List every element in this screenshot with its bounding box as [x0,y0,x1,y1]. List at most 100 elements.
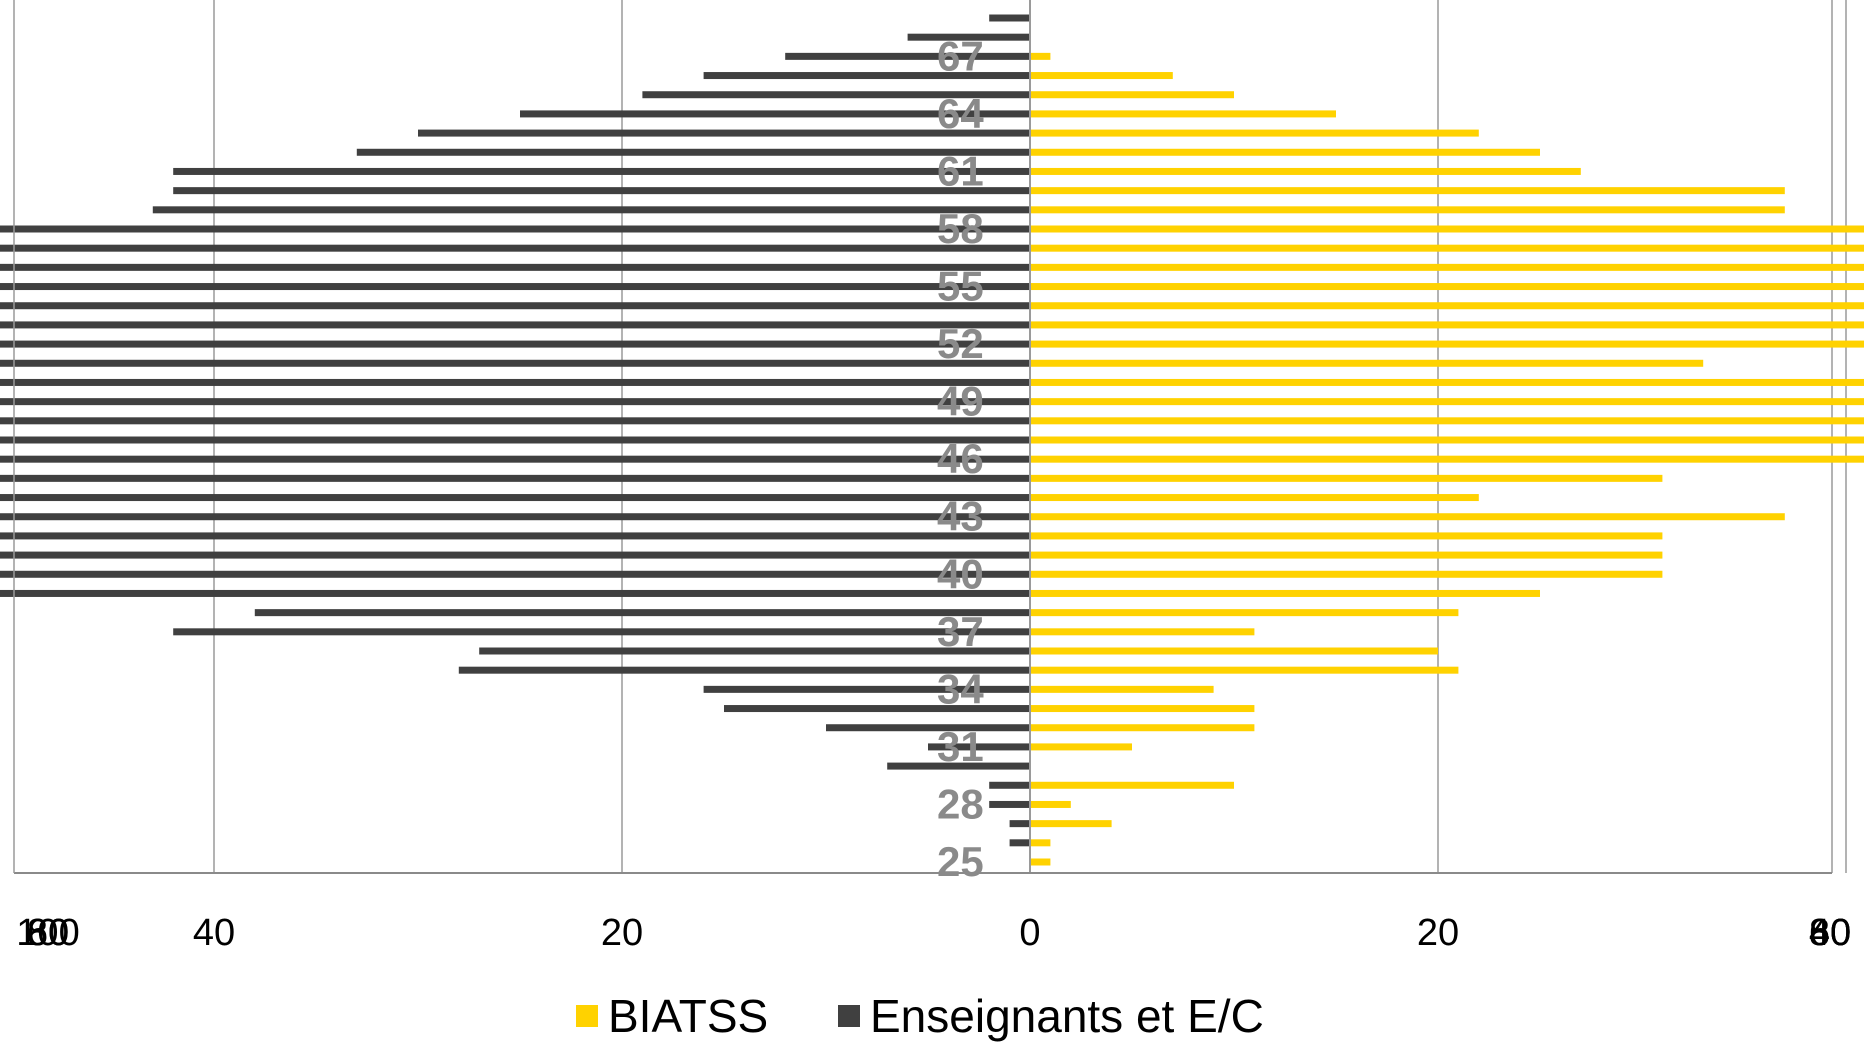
bar-enseignants-age-39 [0,589,1031,597]
x-tick-label-0: 100 [16,912,79,954]
x-tick-label-1: 80 [27,912,69,954]
age-label-67: 67 [937,32,984,79]
bar-biatss-age-39 [1030,589,1540,597]
bar-enseignants-age-68 [907,33,1030,41]
bar-biatss-age-54 [1030,302,1864,310]
bar-enseignants-age-42 [0,532,1030,540]
bar-biatss-age-64 [1030,110,1336,118]
bar-biatss-age-45 [1030,474,1663,482]
bar-enseignants-age-37 [173,628,1030,636]
age-label-58: 58 [937,205,984,252]
bar-biatss-age-56 [1030,263,1864,271]
bar-biatss-age-42 [1030,532,1663,540]
bar-biatss-age-48 [1030,417,1864,425]
bar-biatss-age-33 [1030,705,1255,713]
bar-biatss-age-57 [1030,244,1864,252]
bar-enseignants-age-28 [989,800,1030,808]
bar-biatss-age-55 [1030,283,1864,291]
bar-enseignants-age-65 [642,91,1030,99]
bar-biatss-age-52 [1030,340,1864,348]
bar-enseignants-age-52 [0,340,1031,348]
bar-biatss-age-50 [1030,378,1864,386]
bar-enseignants-age-35 [458,666,1030,674]
bar-biatss-age-66 [1030,72,1173,80]
bar-biatss-age-41 [1030,551,1663,559]
bar-biatss-age-67 [1030,52,1051,60]
x-tick-label-2: 60 [27,912,69,954]
x-tick-label-9: 80 [1809,912,1851,954]
age-label-25: 25 [937,838,984,885]
legend-swatch-biatss [576,1005,598,1027]
bar-enseignants-age-56 [0,263,1031,271]
bar-biatss-age-58 [1030,225,1864,233]
bar-enseignants-age-62 [356,148,1030,156]
bar-enseignants-age-34 [703,685,1030,693]
bar-biatss-age-60 [1030,187,1785,195]
legend-label-enseignants: Enseignants et E/C [870,990,1264,1042]
bar-enseignants-age-48 [0,417,1030,425]
bar-enseignants-age-47 [0,436,1031,444]
bar-enseignants-age-57 [0,244,1031,252]
bar-enseignants-age-43 [0,513,1031,521]
bar-biatss-age-49 [1030,398,1864,406]
bar-biatss-age-59 [1030,206,1785,214]
bar-enseignants-age-61 [173,167,1030,175]
age-label-31: 31 [937,723,984,770]
x-tick-label-5: 0 [1019,912,1040,954]
bar-biatss-age-61 [1030,167,1581,175]
age-label-37: 37 [937,608,984,655]
axis-layer [13,0,1832,874]
bar-biatss-age-43 [1030,513,1785,521]
bar-enseignants-age-44 [0,494,1031,502]
bar-biatss-age-53 [1030,321,1864,329]
bar-enseignants-age-46 [0,455,1030,463]
bar-enseignants-age-51 [0,359,1030,367]
legend: BIATSS Enseignants et E/C [576,990,1264,1042]
bar-enseignants-age-55 [0,283,1031,291]
bar-biatss-age-26 [1030,839,1051,847]
age-label-34: 34 [937,665,984,712]
legend-swatch-enseignants [838,1005,860,1027]
bar-enseignants-age-67 [785,52,1030,60]
bar-enseignants-age-59 [152,206,1031,214]
bar-enseignants-age-50 [0,378,1030,386]
bar-biatss-age-63 [1030,129,1479,137]
bar-biatss-age-32 [1030,724,1255,732]
bar-enseignants-age-30 [887,762,1030,770]
bar-biatss-age-38 [1030,609,1459,617]
bar-biatss-age-62 [1030,148,1540,156]
bar-biatss-age-29 [1030,781,1234,789]
bar-enseignants-age-63 [418,129,1030,137]
age-label-46: 46 [937,435,984,482]
bar-enseignants-age-49 [0,398,1030,406]
bar-enseignants-age-64 [520,110,1030,118]
bar-biatss-age-25 [1030,858,1051,866]
bar-enseignants-age-38 [254,609,1031,617]
x-tick-label-6: 20 [1417,912,1459,954]
bar-enseignants-age-54 [0,302,1030,310]
bar-enseignants-age-41 [0,551,1030,559]
x-tick-label-4: 20 [601,912,643,954]
bars-layer [0,14,1864,866]
bar-enseignants-age-26 [1009,839,1030,847]
bar-enseignants-age-60 [173,187,1030,195]
bar-biatss-age-47 [1030,436,1864,444]
bar-enseignants-age-58 [0,225,1030,233]
bar-biatss-age-31 [1030,743,1132,751]
x-tick-label-7: 40 [1809,912,1851,954]
bar-enseignants-age-33 [724,705,1030,713]
bar-enseignants-age-66 [703,72,1030,80]
bar-enseignants-age-32 [826,724,1030,732]
bar-biatss-age-46 [1030,455,1864,463]
age-label-28: 28 [937,780,984,827]
bar-biatss-age-27 [1030,820,1112,828]
bar-enseignants-age-40 [0,570,1031,578]
age-label-52: 52 [937,320,984,367]
bar-biatss-age-35 [1030,666,1459,674]
x-tick-label-8: 60 [1809,912,1851,954]
bar-enseignants-age-69 [989,14,1030,22]
age-label-49: 49 [937,378,984,425]
